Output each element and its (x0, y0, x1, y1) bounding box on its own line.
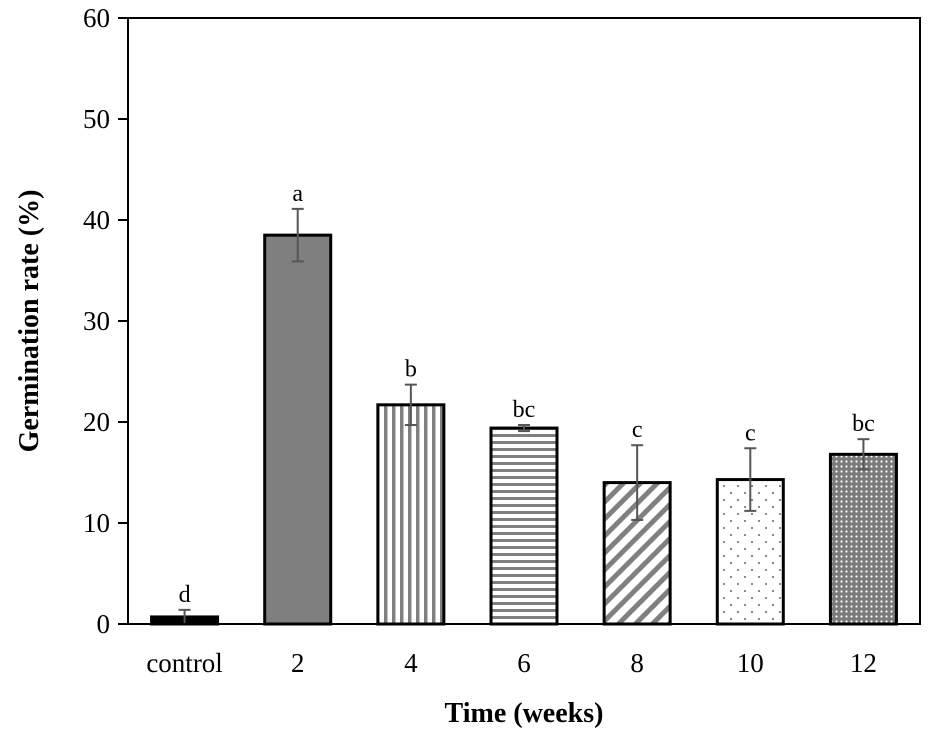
significance-labels-layer: d a b bc c c bc (179, 181, 875, 608)
significance-label-10: c (745, 420, 756, 446)
bar-2 (263, 233, 333, 626)
y-tick-label-10: 10 (83, 508, 110, 538)
significance-label-control: d (179, 582, 191, 608)
x-tick-label-12: 12 (850, 648, 877, 678)
error-bar-8 (631, 444, 644, 521)
x-tick-label-8: 8 (630, 648, 644, 678)
y-tick-label-20: 20 (83, 407, 110, 437)
error-bar-12 (857, 438, 870, 471)
y-axis-ticks: 0 10 20 30 40 50 60 (83, 3, 128, 639)
x-tick-label-control: control (146, 648, 222, 678)
bar-12 (828, 452, 898, 626)
error-bar-6 (518, 424, 530, 433)
x-tick-label-4: 4 (404, 648, 418, 678)
y-tick-label-30: 30 (83, 306, 110, 336)
bar-4 (376, 403, 446, 626)
significance-label-6: bc (513, 397, 536, 423)
error-bar-4 (404, 383, 417, 427)
y-tick-label-60: 60 (83, 3, 110, 33)
significance-label-2: a (292, 181, 303, 207)
error-bar-10 (744, 447, 757, 512)
x-tick-label-6: 6 (517, 648, 531, 678)
y-tick-label-0: 0 (97, 609, 111, 639)
x-axis-title: Time (weeks) (445, 698, 604, 729)
x-tick-label-10: 10 (737, 648, 764, 678)
significance-label-12: bc (852, 411, 875, 437)
y-tick-label-50: 50 (83, 104, 110, 134)
error-bar-2 (291, 207, 304, 263)
y-tick-label-40: 40 (83, 205, 110, 235)
bar-6 (489, 426, 559, 626)
x-tick-label-2: 2 (291, 648, 305, 678)
x-axis-tick-labels: control 2 4 6 8 10 12 (146, 648, 877, 678)
y-axis-title: Germination rate (%) (14, 190, 45, 453)
significance-label-4: b (405, 357, 417, 383)
significance-label-8: c (632, 417, 643, 443)
